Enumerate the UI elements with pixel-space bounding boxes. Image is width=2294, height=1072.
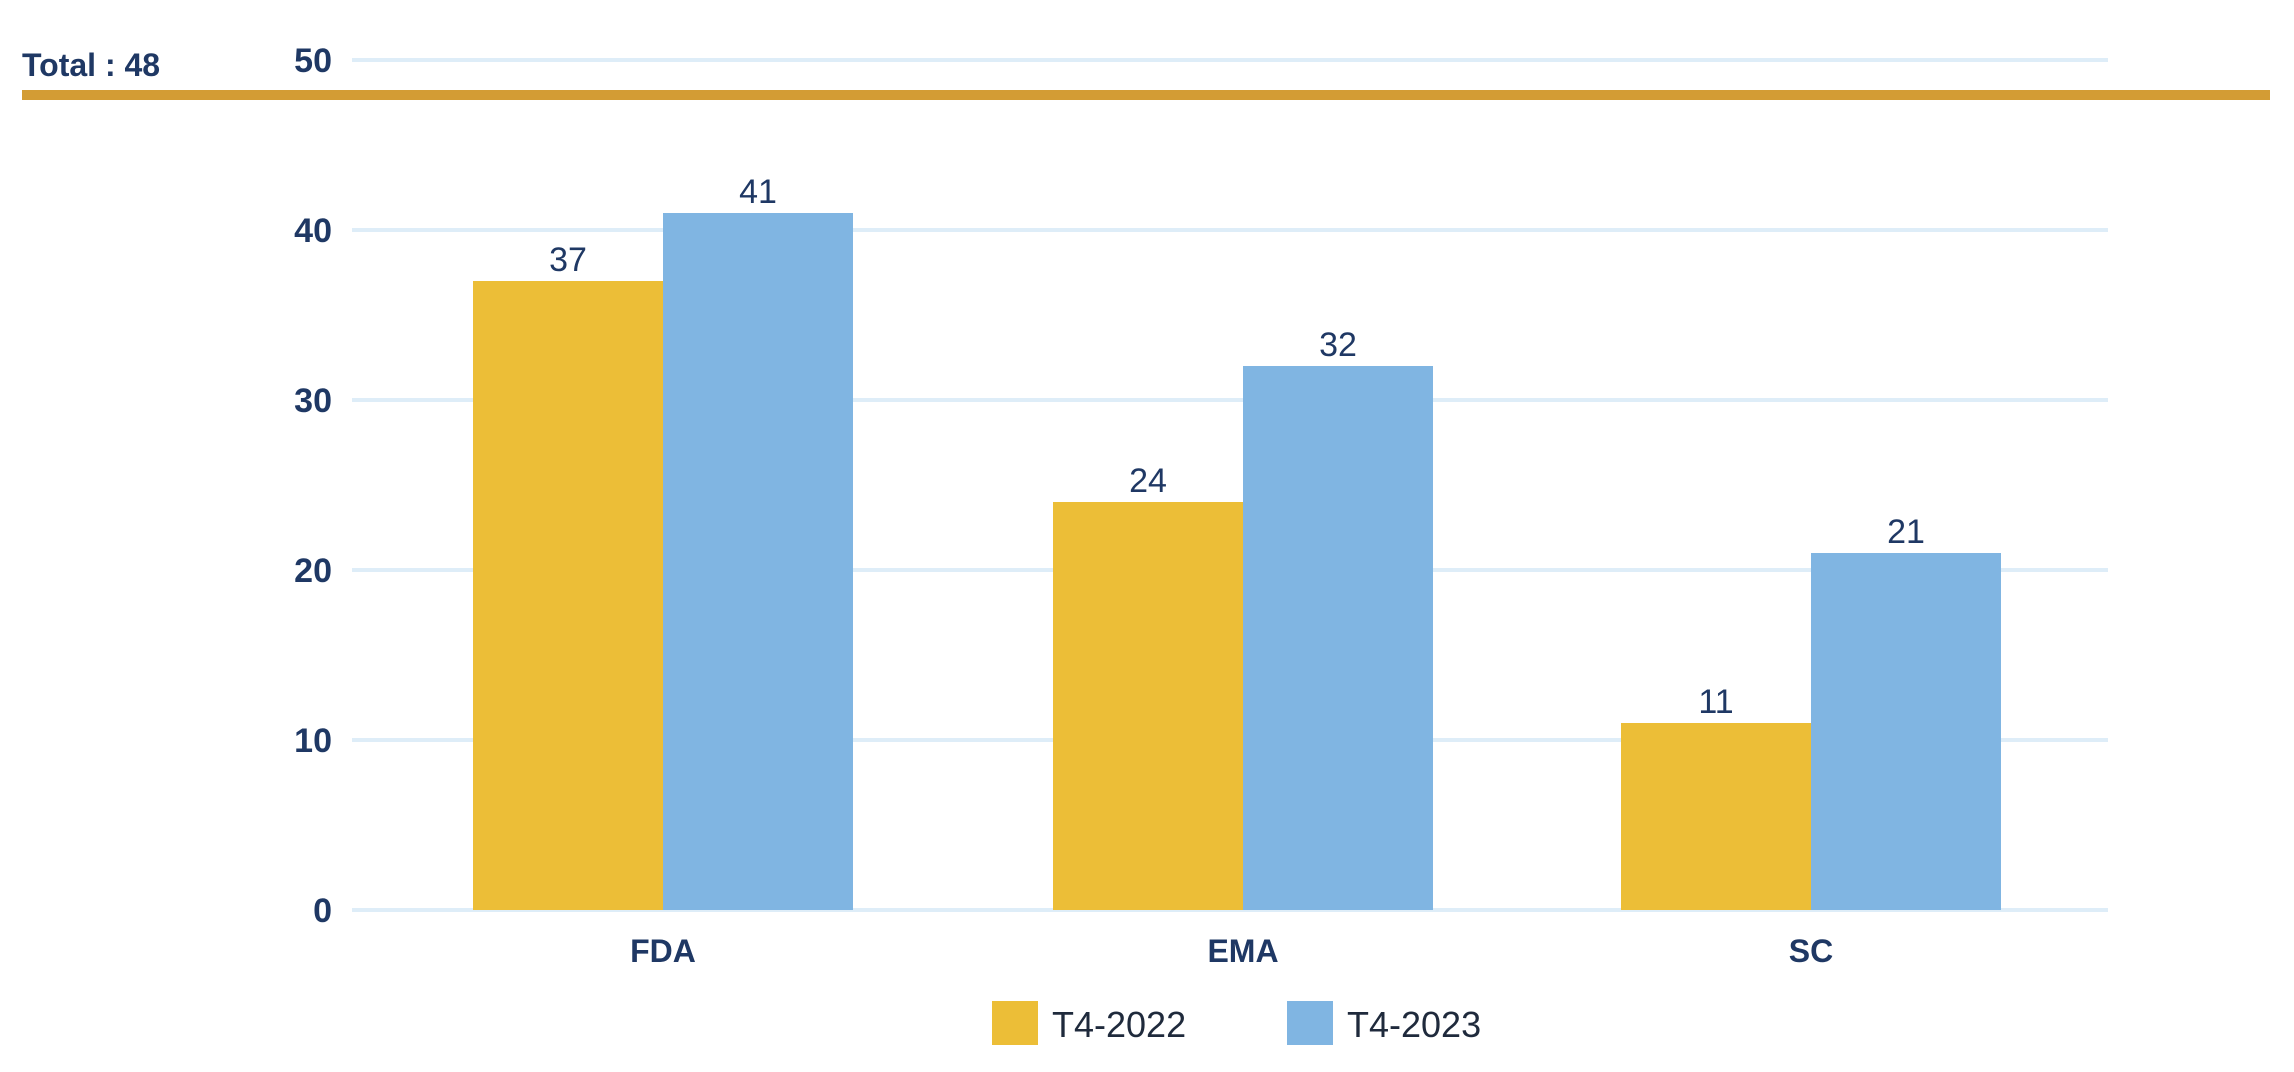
data-label: 24 xyxy=(1129,462,1167,500)
bars xyxy=(473,213,2001,910)
data-label: 41 xyxy=(739,173,777,211)
header-rule xyxy=(22,90,2270,100)
y-tick-label: 0 xyxy=(313,892,332,930)
legend-label: T4-2023 xyxy=(1347,1004,1481,1045)
bar-sc-t4-2023 xyxy=(1811,553,2001,910)
data-label: 11 xyxy=(1698,683,1733,721)
y-tick-label: 10 xyxy=(294,722,332,760)
y-tick-label: 30 xyxy=(294,382,332,420)
x-tick-label: EMA xyxy=(1207,933,1278,969)
bar-fda-t4-2022 xyxy=(473,281,663,910)
y-tick-label: 50 xyxy=(294,42,332,80)
bar-ema-t4-2023 xyxy=(1243,366,1433,910)
x-tick-label: FDA xyxy=(630,933,696,969)
data-label: 37 xyxy=(549,241,587,279)
x-axis-ticks: FDA EMA SC xyxy=(630,933,1833,969)
data-label: 32 xyxy=(1319,326,1357,364)
legend-swatch xyxy=(992,1001,1038,1045)
total-label: Total : 48 xyxy=(22,47,160,83)
y-tick-label: 20 xyxy=(294,552,332,590)
bar-fda-t4-2023 xyxy=(663,213,853,910)
y-tick-label: 40 xyxy=(294,212,332,250)
legend-swatch xyxy=(1287,1001,1333,1045)
x-tick-label: SC xyxy=(1789,933,1833,969)
data-label: 21 xyxy=(1887,513,1925,551)
y-axis-ticks: 0 10 20 30 40 50 xyxy=(294,42,332,930)
legend: T4-2022 T4-2023 xyxy=(992,1001,1481,1045)
chart-header: Total : 48 xyxy=(22,47,2270,100)
bar-sc-t4-2022 xyxy=(1621,723,1811,910)
bar-ema-t4-2022 xyxy=(1053,502,1243,910)
legend-label: T4-2022 xyxy=(1052,1004,1186,1045)
data-labels: 37 41 24 32 11 21 xyxy=(549,173,1925,721)
